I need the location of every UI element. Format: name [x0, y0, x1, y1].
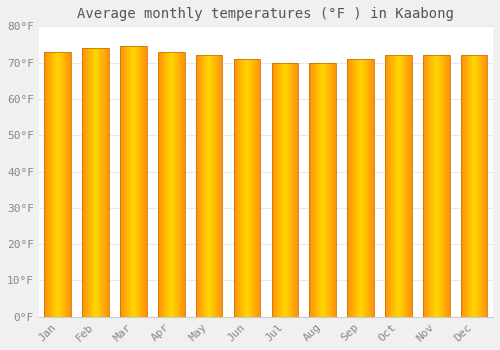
Bar [234, 59, 260, 317]
Bar [310, 63, 336, 317]
Bar [158, 52, 184, 317]
Bar [348, 59, 374, 317]
Bar [385, 55, 411, 317]
Bar [423, 55, 450, 317]
Bar [82, 48, 109, 317]
Bar [272, 63, 298, 317]
Title: Average monthly temperatures (°F ) in Kaabong: Average monthly temperatures (°F ) in Ka… [78, 7, 454, 21]
Bar [44, 52, 71, 317]
Bar [120, 46, 146, 317]
Bar [461, 55, 487, 317]
Bar [196, 55, 222, 317]
